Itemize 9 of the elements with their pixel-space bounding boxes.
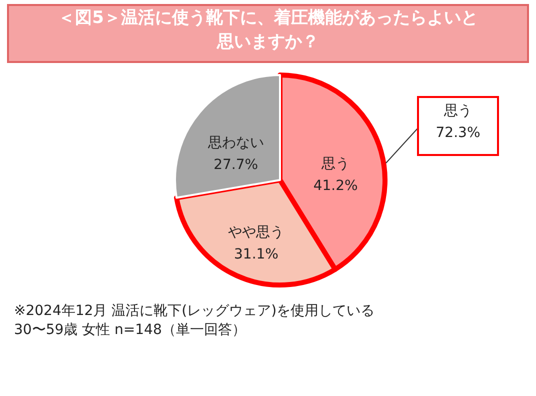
- data-label: 27.7%: [214, 156, 258, 173]
- data-label: 41.2%: [313, 178, 358, 194]
- slice-label: やや思う: [228, 224, 284, 241]
- slice-label: 思う: [320, 156, 350, 172]
- data-label: 31.1%: [234, 246, 278, 263]
- text: ※2024年12月 温活に靴下(レッグウェア)を使用している 30〜59歳 女性 n=148（単一回答）: [14, 303, 375, 338]
- slice-label: 思わない: [206, 134, 264, 151]
- chart-title: ＜図5＞温活に使う靴下に、着圧機能があったらよいと思いますか？: [58, 8, 478, 52]
- text: 思う 72.3%: [436, 103, 480, 141]
